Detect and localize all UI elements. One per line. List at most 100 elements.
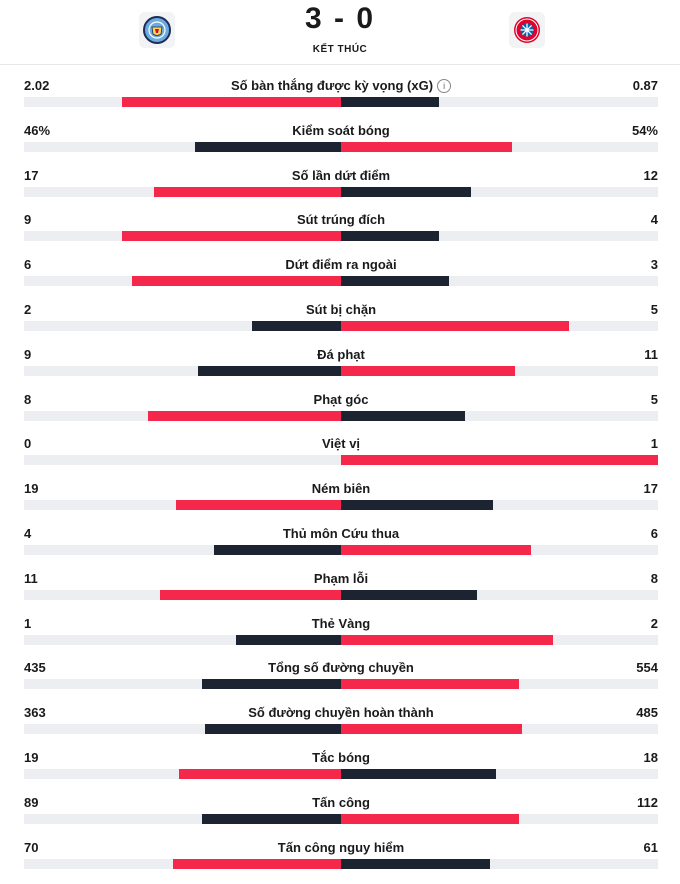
stat-row: 70 Tấn công nguy hiểm 61 (24, 840, 658, 884)
stat-away-bar (341, 186, 471, 197)
stat-row: 6 Dứt điểm ra ngoài 3 (24, 257, 658, 302)
stat-home-track (24, 589, 341, 600)
stat-label-text: Thẻ Vàng (311, 615, 371, 631)
stat-away-bar (341, 858, 490, 869)
stat-label-text: Phạm lỗi (313, 570, 369, 586)
stat-row: 9 Đá phạt 11 (24, 347, 658, 392)
stat-away-bar (341, 141, 512, 152)
stat-away-track (341, 455, 658, 466)
stat-row: 17 Số lần dứt điểm 12 (24, 168, 658, 213)
stat-label-text: Tắc bóng (312, 749, 370, 765)
stat-home-bar (202, 679, 341, 690)
stat-away-value: 61 (643, 839, 658, 855)
stat-label: Phạm lỗi (24, 571, 658, 587)
stat-label: Số bàn thắng được kỳ vọng (xG) i (24, 78, 658, 94)
stat-row: 363 Số đường chuyền hoàn thành 485 (24, 705, 658, 750)
stat-away-track (341, 231, 658, 242)
stat-home-value: 9 (24, 346, 32, 362)
stat-home-value: 363 (24, 705, 46, 721)
stat-home-value: 9 (24, 212, 32, 228)
stat-label: Tổng số đường chuyền (24, 660, 658, 676)
stat-away-value: 17 (643, 481, 658, 497)
stat-label: Thẻ Vàng (24, 616, 658, 632)
stat-away-value: 2 (650, 615, 658, 631)
stat-row: 2 Sút bị chặn 5 (24, 302, 658, 347)
stat-home-value: 11 (24, 570, 38, 586)
stat-away-bar (341, 455, 658, 466)
stat-home-value: 0 (24, 436, 32, 452)
stat-home-value: 1 (24, 615, 32, 631)
stat-home-bar (122, 231, 341, 242)
stat-label: Tấn công (24, 795, 658, 811)
stat-label: Tắc bóng (24, 750, 658, 766)
stat-away-track (341, 500, 658, 511)
stat-home-bar (160, 589, 341, 600)
stat-away-track (341, 813, 658, 824)
stat-label: Sút bị chặn (24, 302, 658, 318)
stat-away-value: 1 (650, 436, 658, 452)
stat-home-track (24, 455, 341, 466)
stat-label-text: Phạt góc (313, 391, 369, 407)
stat-home-track (24, 231, 341, 242)
stat-home-track (24, 320, 341, 331)
info-icon[interactable]: i (437, 79, 452, 93)
stat-away-value: 485 (636, 705, 658, 721)
stat-row: 1 Thẻ Vàng 2 (24, 616, 658, 661)
stat-row: 89 Tấn công 112 (24, 795, 658, 840)
stat-label: Ném biên (24, 481, 658, 497)
stat-home-bar (176, 500, 341, 511)
stat-away-bar (341, 768, 496, 779)
stat-label-text: Sút bị chặn (305, 301, 377, 317)
stat-home-bar (179, 768, 341, 779)
stat-home-track (24, 634, 341, 645)
stat-away-track (341, 320, 658, 331)
stat-home-value: 17 (24, 167, 39, 183)
stat-away-bar (341, 724, 522, 735)
match-header: 3 - 0 KẾT THÚC (0, 0, 680, 62)
stat-label-text: Tấn công nguy hiểm (277, 839, 405, 855)
stat-label-text: Tổng số đường chuyền (268, 660, 414, 676)
stat-home-bar (148, 410, 341, 421)
stat-away-value: 5 (650, 301, 658, 317)
stat-away-value: 8 (650, 570, 658, 586)
stat-label: Số lần dứt điểm (24, 168, 658, 184)
stat-label: Kiểm soát bóng (24, 123, 658, 139)
stat-home-value: 8 (24, 391, 32, 407)
stat-home-value: 2.02 (24, 78, 50, 93)
stat-row: 19 Tắc bóng 18 (24, 750, 658, 795)
stat-home-track (24, 186, 341, 197)
stat-home-value: 89 (24, 794, 39, 810)
stat-home-track (24, 365, 341, 376)
stat-away-track (341, 544, 658, 555)
stat-row: 435 Tổng số đường chuyền 554 (24, 660, 658, 705)
stat-home-track (24, 768, 341, 779)
stat-label-text: Số lần dứt điểm (291, 167, 391, 183)
away-team-crest[interactable] (509, 12, 545, 48)
stat-away-track (341, 768, 658, 779)
stat-home-value: 2 (24, 301, 32, 317)
stat-row: 2.02 Số bàn thắng được kỳ vọng (xG) i 0.87 (24, 78, 658, 123)
stat-home-value: 4 (24, 525, 32, 541)
stat-home-track (24, 724, 341, 735)
stat-label: Việt vị (24, 436, 658, 452)
stat-home-bar (214, 544, 341, 555)
stat-away-value: 18 (643, 749, 658, 765)
stat-away-track (341, 724, 658, 735)
stat-home-bar (132, 276, 341, 287)
stat-home-value: 6 (24, 257, 32, 273)
stat-away-track (341, 858, 658, 869)
stat-home-track (24, 500, 341, 511)
stat-row: 11 Phạm lỗi 8 (24, 571, 658, 616)
home-team-crest[interactable] (139, 12, 175, 48)
stat-away-value: 112 (637, 794, 658, 810)
stat-away-value: 54% (631, 122, 658, 138)
stat-away-bar (341, 589, 477, 600)
stat-home-bar (173, 858, 341, 869)
stat-away-track (341, 141, 658, 152)
stat-label: Số đường chuyền hoàn thành (24, 705, 658, 721)
stat-row: 46% Kiểm soát bóng 54% (24, 123, 658, 168)
stat-home-bar (205, 724, 341, 735)
stat-label-text: Kiểm soát bóng (292, 122, 390, 138)
stat-away-value: 5 (650, 391, 658, 407)
stat-label-text: Đá phạt (317, 346, 365, 362)
